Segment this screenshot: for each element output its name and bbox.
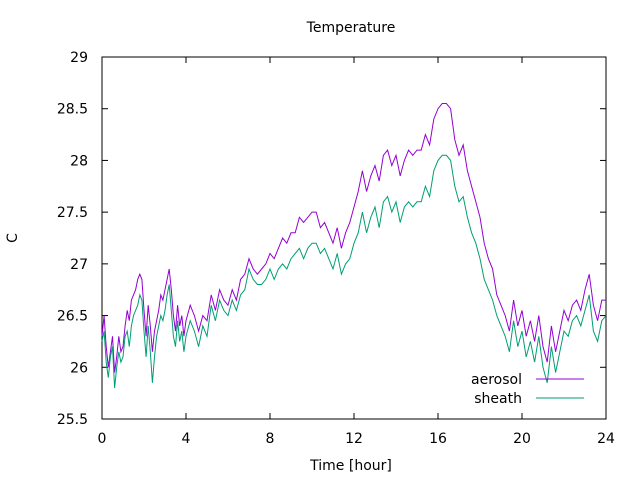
legend: aerosol sheath (471, 372, 584, 407)
x-tick-label: 12 (345, 431, 363, 447)
y-tick-label: 28.5 (57, 102, 88, 118)
y-tick-label: 27.5 (57, 205, 88, 221)
y-tick-label: 25.5 (57, 412, 88, 428)
x-tick-label: 8 (266, 431, 275, 447)
y-tick-label: 28 (70, 153, 88, 169)
x-tick-label: 4 (182, 431, 191, 447)
y-tick-label: 26.5 (57, 309, 88, 325)
x-tick-label: 24 (597, 431, 615, 447)
y-tick-label: 29 (70, 50, 88, 66)
chart-title: Temperature (306, 20, 396, 36)
x-tick-label: 0 (98, 431, 107, 447)
plot-area: 0 4 8 12 16 20 24 25.5 26 26.5 27 27.5 28 28.5 29 (57, 50, 615, 447)
legend-label-aerosol: aerosol (471, 372, 522, 388)
plot-frame (101, 56, 607, 420)
y-axis-label: C (5, 233, 21, 243)
series-line-aerosol (101, 103, 606, 373)
x-tick-label: 16 (429, 431, 447, 447)
legend-label-sheath: sheath (474, 391, 522, 407)
y-tick-label: 27 (70, 257, 88, 273)
x-axis-label: Time [hour] (309, 458, 392, 474)
x-tick-label: 20 (513, 431, 531, 447)
series-line-sheath (101, 154, 607, 389)
y-tick-label: 26 (70, 360, 88, 376)
